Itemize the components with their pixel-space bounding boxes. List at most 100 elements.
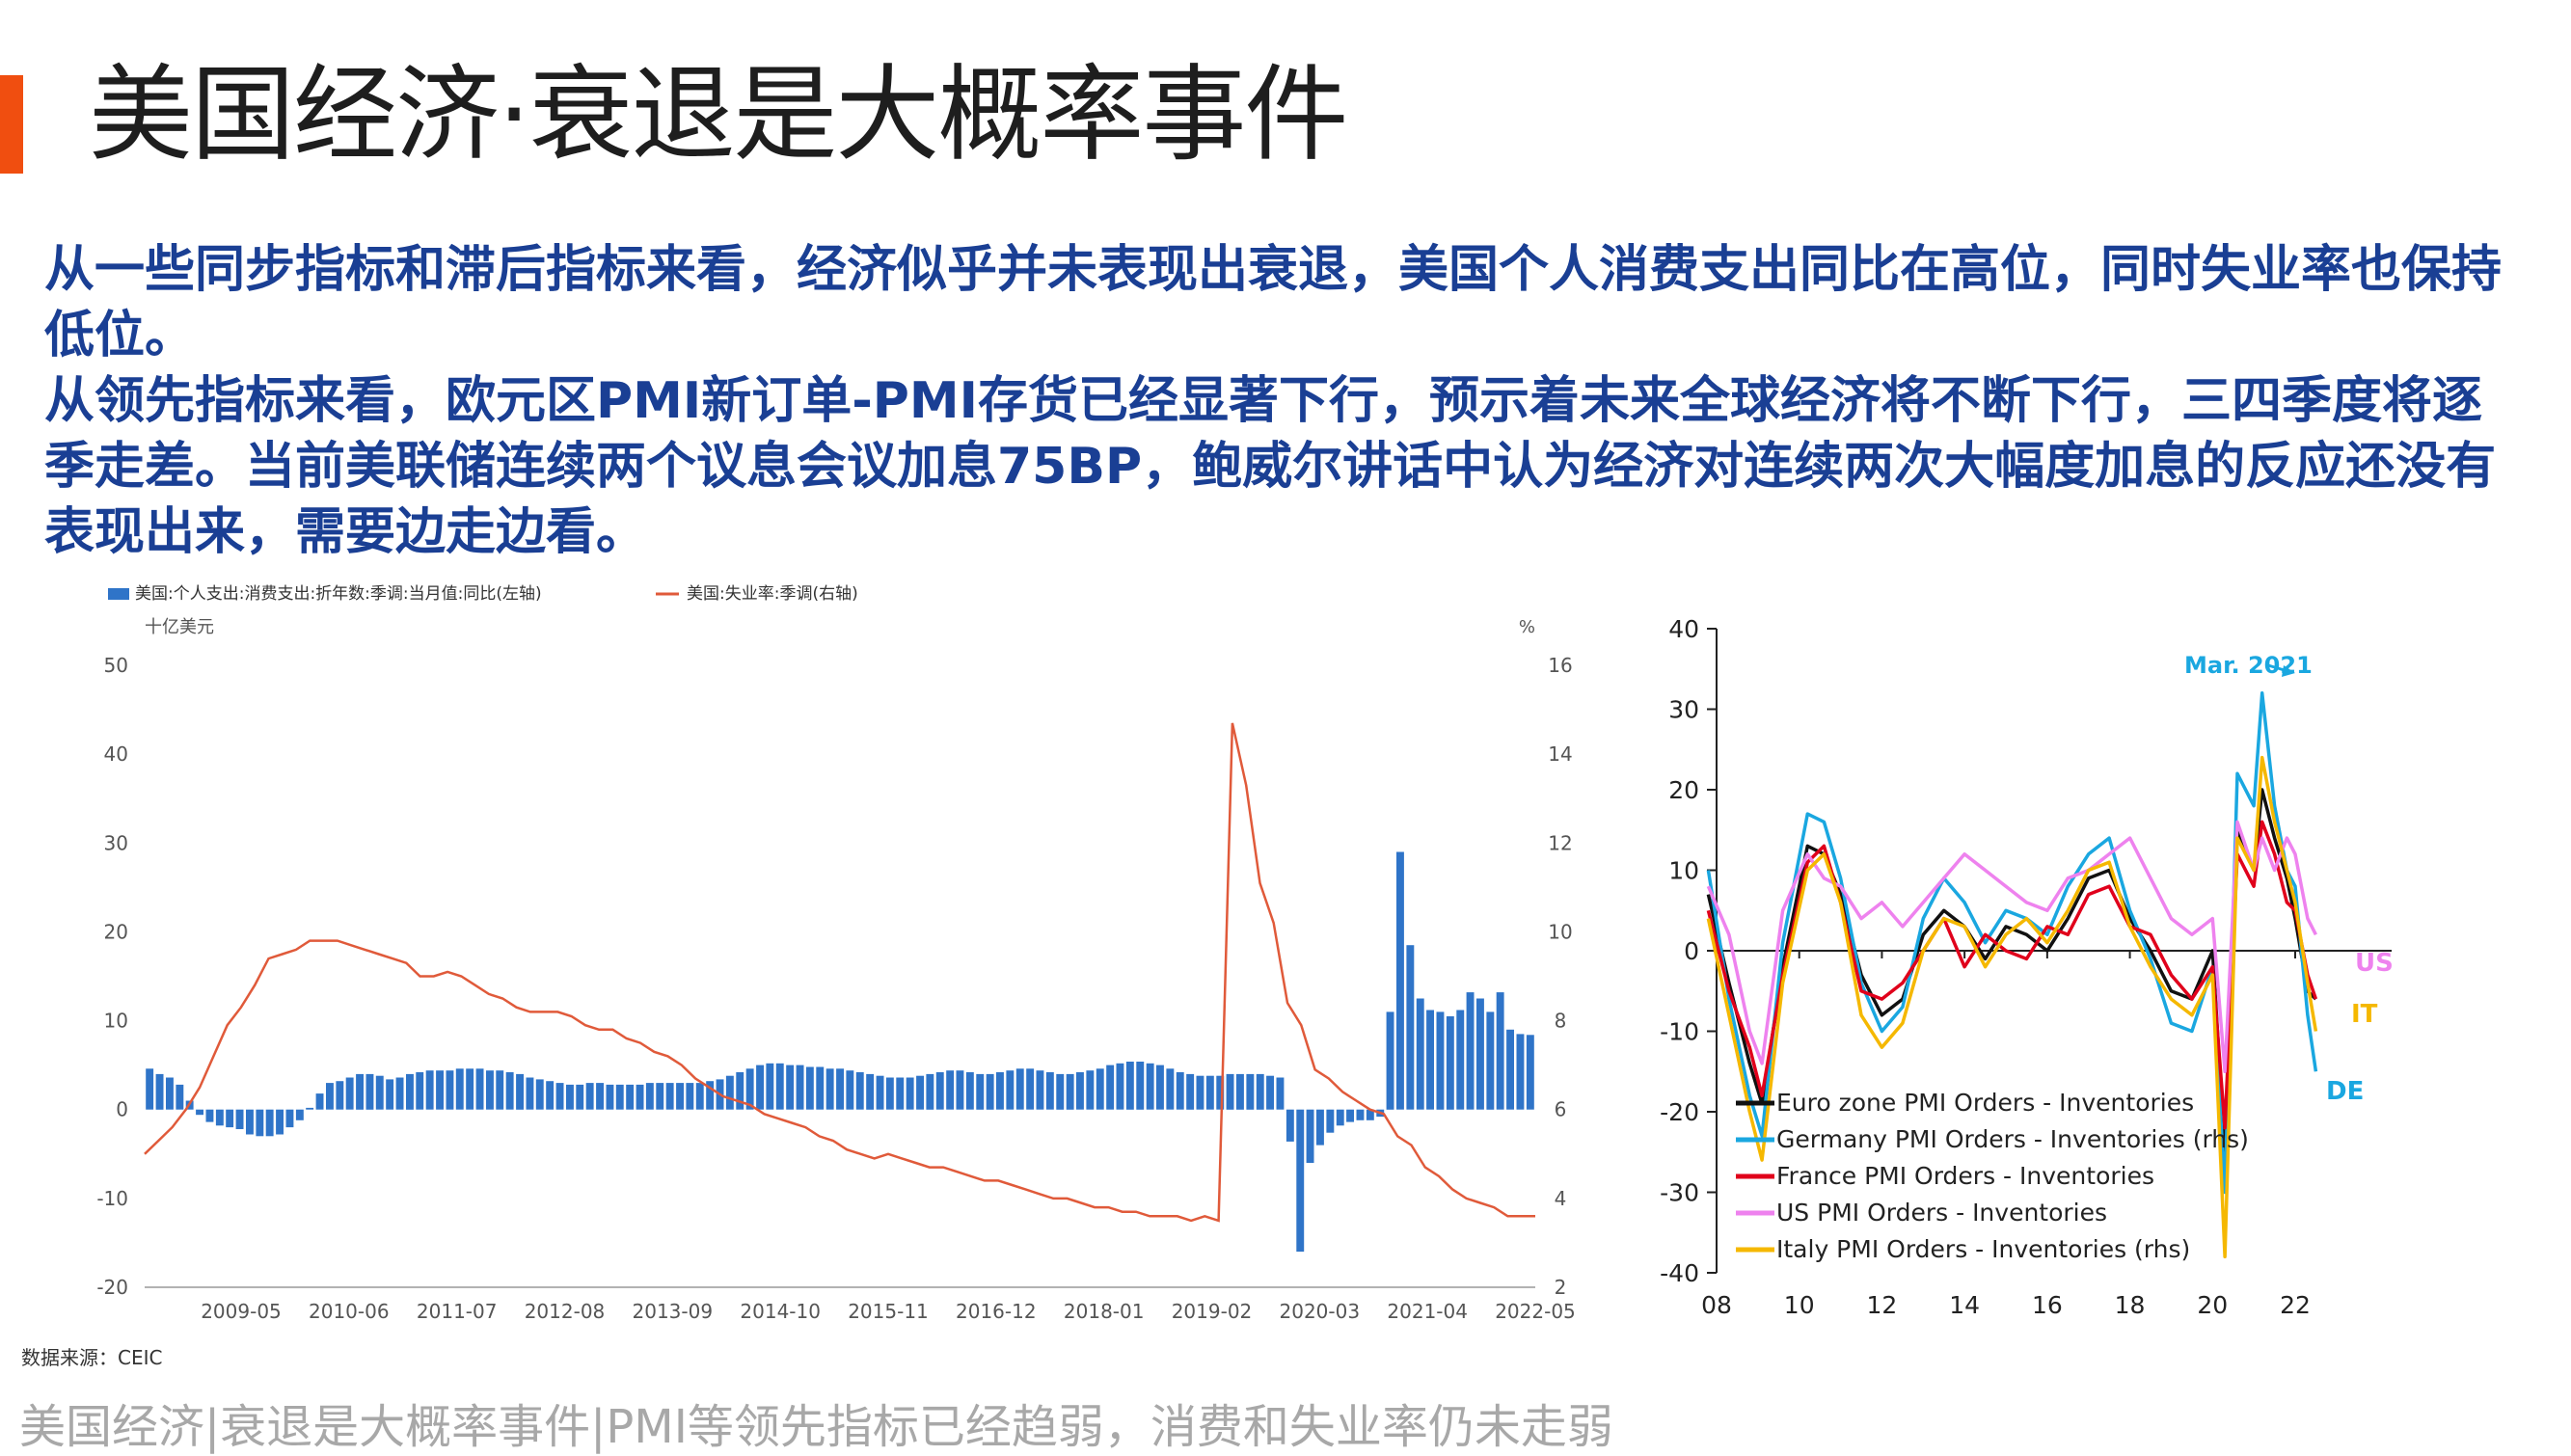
x-tick-label: 20 bbox=[2197, 1291, 2228, 1319]
x-tick-label: 10 bbox=[1784, 1291, 1815, 1319]
x-tick-label: 14 bbox=[1949, 1291, 1980, 1319]
legend-label: Germany PMI Orders - Inventories (rhs) bbox=[1776, 1125, 2249, 1153]
consumption-bar bbox=[246, 1109, 254, 1135]
consumption-bar bbox=[1125, 1062, 1134, 1110]
consumption-bar bbox=[386, 1079, 394, 1110]
x-tick-label: 08 bbox=[1701, 1291, 1732, 1319]
consumption-bar bbox=[786, 1065, 795, 1110]
consumption-bar bbox=[896, 1077, 905, 1110]
footer-text: 美国经济|衰退是大概率事件|PMI等领先指标已经趋弱，消费和失业率仍未走弱 bbox=[19, 1400, 1613, 1454]
consumption-bar bbox=[406, 1073, 414, 1110]
consumption-bar bbox=[496, 1070, 504, 1110]
unemployment-line bbox=[144, 722, 1535, 1223]
consumption-bar bbox=[285, 1109, 294, 1128]
consumption-bar bbox=[855, 1072, 864, 1110]
consumption-bar bbox=[326, 1083, 334, 1110]
consumption-bar bbox=[155, 1073, 164, 1110]
consumption-bar bbox=[1205, 1075, 1214, 1110]
x-tick-label: 2009-05 bbox=[201, 1300, 282, 1323]
consumption-bar bbox=[215, 1109, 224, 1126]
consumption-bar bbox=[1426, 1010, 1434, 1110]
consumption-bar bbox=[876, 1075, 884, 1110]
consumption-bar bbox=[585, 1083, 594, 1110]
consumption-bar bbox=[1316, 1109, 1324, 1146]
consumption-bar bbox=[1466, 992, 1475, 1110]
consumption-bar bbox=[256, 1109, 264, 1137]
pmi-series-line bbox=[1706, 691, 2318, 1195]
consumption-bar bbox=[736, 1072, 744, 1110]
consumption-bar bbox=[205, 1109, 214, 1122]
consumption-bar bbox=[1346, 1109, 1354, 1122]
consumption-bar bbox=[1366, 1109, 1374, 1120]
consumption-bar bbox=[676, 1083, 684, 1110]
slide-title: 美国经济·衰退是大概率事件 bbox=[89, 55, 1348, 175]
consumption-bar bbox=[1486, 1011, 1495, 1110]
x-tick-label: 2021-04 bbox=[1387, 1300, 1468, 1323]
consumption-bar bbox=[446, 1070, 454, 1110]
consumption-bar bbox=[416, 1072, 424, 1110]
right-axis-unit: % bbox=[1519, 617, 1535, 637]
consumption-bar bbox=[596, 1083, 604, 1110]
consumption-bar bbox=[226, 1109, 234, 1128]
consumption-bar bbox=[306, 1107, 314, 1110]
right-y-tick-label: 2 bbox=[1555, 1276, 1567, 1299]
consumption-bar bbox=[466, 1068, 474, 1110]
left-y-tick-label: 20 bbox=[104, 920, 128, 943]
annotation-mar-2021: Mar. 2021 bbox=[2184, 652, 2313, 679]
consumption-bar bbox=[656, 1083, 664, 1110]
consumption-bar bbox=[455, 1068, 464, 1110]
consumption-bar bbox=[1276, 1077, 1285, 1110]
consumption-bar bbox=[1056, 1073, 1065, 1110]
consumption-bar bbox=[695, 1083, 704, 1110]
consumption-bar bbox=[1336, 1109, 1344, 1126]
consumption-bar bbox=[265, 1109, 274, 1137]
legend-label: France PMI Orders - Inventories bbox=[1776, 1162, 2154, 1190]
x-tick-label: 18 bbox=[2115, 1291, 2146, 1319]
consumption-bar bbox=[1356, 1109, 1365, 1120]
consumption-bar bbox=[546, 1081, 555, 1110]
consumption-bar bbox=[615, 1084, 624, 1110]
x-tick-label: 2011-07 bbox=[417, 1300, 498, 1323]
consumption-bar bbox=[1406, 945, 1415, 1110]
consumption-bar bbox=[555, 1083, 564, 1110]
consumption-bar bbox=[775, 1063, 784, 1110]
right-y-tick-label: 12 bbox=[1548, 831, 1572, 854]
consumption-bar bbox=[1026, 1068, 1035, 1110]
consumption-bar bbox=[756, 1065, 764, 1110]
consumption-bar bbox=[1436, 1011, 1445, 1110]
left-y-tick-label: 50 bbox=[104, 654, 128, 677]
consumption-bar bbox=[526, 1077, 534, 1110]
consumption-bar bbox=[645, 1083, 654, 1110]
x-tick-label: 12 bbox=[1867, 1291, 1898, 1319]
consumption-bar bbox=[1146, 1063, 1154, 1110]
left-y-tick-label: 30 bbox=[104, 831, 128, 854]
consumption-bar bbox=[1045, 1072, 1054, 1110]
consumption-bar bbox=[276, 1109, 284, 1135]
y-tick-label: 40 bbox=[1668, 615, 1699, 643]
consumption-bar bbox=[1526, 1035, 1534, 1110]
consumption-bar bbox=[1396, 851, 1404, 1110]
consumption-bar bbox=[1156, 1065, 1164, 1110]
x-tick-label: 2013-09 bbox=[633, 1300, 714, 1323]
x-tick-label: 2022-05 bbox=[1495, 1300, 1576, 1323]
consumption-bar bbox=[1066, 1073, 1074, 1110]
x-tick-label: 2014-10 bbox=[740, 1300, 821, 1323]
y-tick-label: 30 bbox=[1668, 696, 1699, 724]
consumption-bar bbox=[365, 1073, 374, 1110]
right-y-tick-label: 16 bbox=[1548, 654, 1572, 677]
x-tick-label: 2015-11 bbox=[848, 1300, 929, 1323]
consumption-bar bbox=[1416, 998, 1424, 1110]
consumption-bar bbox=[1446, 1016, 1454, 1110]
y-tick-label: 20 bbox=[1668, 776, 1699, 804]
consumption-bar bbox=[295, 1109, 304, 1120]
consumption-bar bbox=[885, 1077, 894, 1110]
consumption-bar bbox=[425, 1070, 434, 1110]
consumption-bar bbox=[1506, 1029, 1514, 1110]
legend-label-unemployment: 美国:失业率:季调(右轴) bbox=[687, 584, 858, 604]
consumption-bar bbox=[475, 1068, 484, 1110]
consumption-bar bbox=[1516, 1034, 1525, 1110]
consumption-bar bbox=[1116, 1063, 1124, 1110]
consumption-bar bbox=[345, 1077, 354, 1110]
consumption-bar bbox=[906, 1077, 914, 1110]
legend-swatch-consumption bbox=[108, 588, 129, 600]
